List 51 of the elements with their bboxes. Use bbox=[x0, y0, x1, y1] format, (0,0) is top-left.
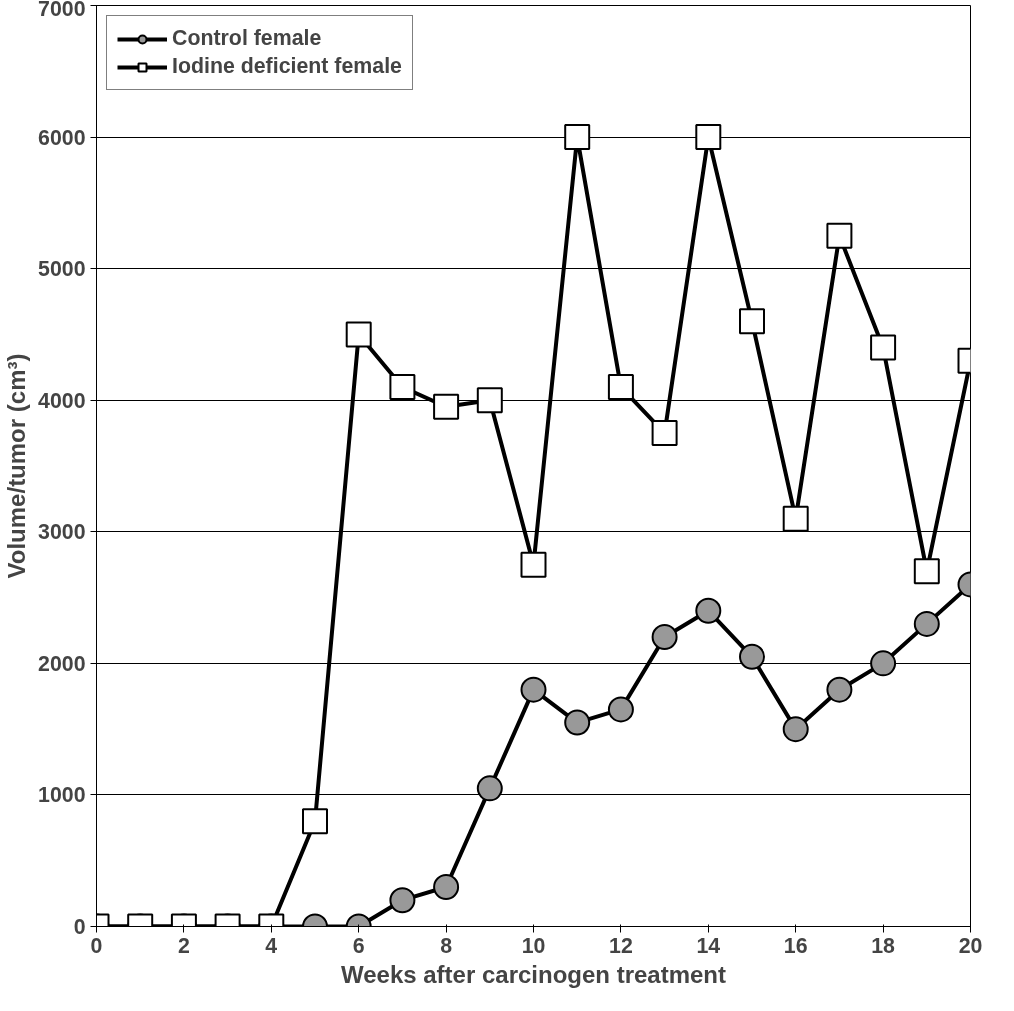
x-tick-label: 16 bbox=[783, 933, 808, 958]
point bbox=[695, 597, 722, 624]
point bbox=[913, 558, 940, 585]
point bbox=[564, 709, 591, 736]
point bbox=[520, 676, 547, 703]
point bbox=[739, 643, 765, 670]
point bbox=[913, 610, 940, 637]
point bbox=[695, 124, 722, 151]
y-tick-label: 4000 bbox=[38, 388, 86, 413]
point bbox=[826, 222, 853, 249]
point bbox=[433, 393, 460, 420]
y-axis-title: Volume/tumor (cm³) bbox=[3, 353, 31, 579]
point bbox=[826, 676, 853, 703]
legend-label: Control female bbox=[172, 26, 322, 51]
x-tick-label: 18 bbox=[871, 933, 896, 958]
y-tick-label: 1000 bbox=[38, 783, 86, 808]
legend-label: Iodine deficient female bbox=[172, 54, 402, 79]
y-tick-label: 3000 bbox=[38, 520, 86, 545]
point bbox=[345, 321, 372, 348]
point bbox=[870, 334, 897, 361]
point bbox=[389, 374, 416, 401]
x-tick-label: 0 bbox=[90, 933, 103, 958]
point bbox=[870, 650, 897, 677]
x-tick-label: 8 bbox=[440, 933, 453, 958]
point bbox=[302, 808, 328, 835]
x-tick-label: 14 bbox=[696, 933, 721, 958]
x-tick-label: 10 bbox=[521, 933, 546, 958]
point bbox=[782, 716, 809, 743]
point bbox=[782, 505, 809, 532]
y-tick-label: 5000 bbox=[38, 257, 86, 282]
point bbox=[651, 624, 678, 651]
x-axis-title: Weeks after carcinogen treatment bbox=[340, 960, 727, 988]
x-tick-label: 6 bbox=[352, 933, 365, 958]
point bbox=[433, 874, 460, 900]
x-tick-label: 20 bbox=[958, 933, 983, 958]
y-tick-label: 7000 bbox=[38, 0, 86, 21]
point bbox=[520, 551, 547, 578]
y-tick-label: 0 bbox=[73, 915, 86, 939]
point bbox=[651, 420, 678, 447]
point bbox=[476, 387, 503, 414]
point bbox=[607, 374, 634, 401]
point bbox=[564, 124, 591, 151]
x-tick-label: 4 bbox=[265, 933, 278, 958]
x-tick-label: 12 bbox=[609, 933, 633, 958]
point bbox=[389, 887, 416, 914]
y-tick-label: 2000 bbox=[38, 651, 86, 676]
x-tick-label: 2 bbox=[177, 933, 190, 958]
point bbox=[476, 775, 503, 802]
point bbox=[607, 696, 634, 723]
y-tick-label: 6000 bbox=[38, 125, 86, 150]
point bbox=[739, 308, 765, 335]
